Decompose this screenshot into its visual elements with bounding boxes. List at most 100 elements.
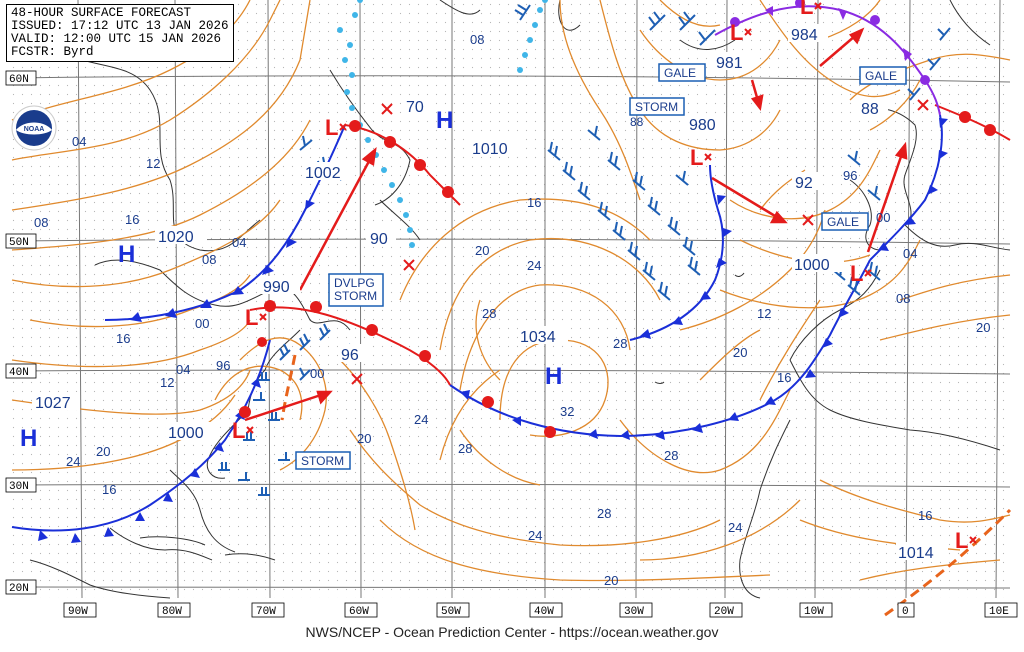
forecast-header: 48-HOUR SURFACE FORECAST ISSUED: 17:12 U… (6, 4, 234, 62)
isobar-label: 24 (414, 412, 428, 427)
center-value-1000-west: 1000 (168, 425, 204, 442)
isobar-label: 04 (232, 235, 246, 250)
isobar-label: 16 (777, 370, 791, 385)
isobar-label: 96 (216, 358, 230, 373)
lat-label: 20N (9, 583, 29, 595)
warning-gale-north: GALE (664, 66, 696, 80)
isobar-label: 12 (160, 375, 174, 390)
center-value-1027: 1027 (35, 395, 71, 412)
isobar-label: 00 (876, 210, 890, 225)
pressure-center-values: 1020 1027 1034 70 1002 990 1000 980 981 … (32, 24, 948, 562)
isobar-label: 32 (560, 404, 574, 419)
center-value-88: 88 (861, 101, 879, 118)
isobar-label: 12 (757, 306, 771, 321)
isobar-label: 16 (102, 482, 116, 497)
center-value-1002: 1002 (305, 165, 341, 182)
latitude-labels: 60N 50N 40N 30N 20N (5, 70, 37, 595)
center-value-984: 984 (791, 27, 818, 44)
isobar-label: 00 (195, 316, 209, 331)
lon-label: 10E (989, 606, 1009, 618)
lon-label: 10W (804, 606, 824, 618)
center-value-1000-east: 1000 (794, 257, 830, 274)
svg-text:H: H (436, 107, 453, 134)
isobar-label: 16 (116, 331, 130, 346)
isobar-label: 16 (527, 195, 541, 210)
svg-text:L: L (325, 115, 338, 140)
isobar-label: 12 (146, 156, 160, 171)
ice-edge (337, 0, 548, 248)
center-value-1014: 1014 (898, 545, 934, 562)
isobar-label: 20 (357, 431, 371, 446)
isobar-label: 90 (370, 231, 388, 248)
isobar-label: 04 (72, 134, 86, 149)
warning-storm-south: STORM (301, 454, 344, 468)
lon-label: 60W (349, 606, 369, 618)
lon-label: 70W (256, 606, 276, 618)
lon-label: 90W (68, 606, 88, 618)
warm-fronts (239, 104, 1011, 438)
header-title: 48-HOUR SURFACE FORECAST (11, 6, 192, 20)
pressure-center-symbols: H H H H L L L L L L L L (20, 0, 977, 553)
isobar-label: 08 (896, 291, 910, 306)
isobar-label: 20 (976, 320, 990, 335)
isobar-label: 1010 (472, 141, 508, 158)
isobar-label: 08 (34, 215, 48, 230)
isobar-label: 16 (125, 212, 139, 227)
occluded-front (714, 0, 941, 116)
isobar-label: 96 (843, 168, 857, 183)
lon-label: 30W (624, 606, 644, 618)
isobar-label: 88 (630, 115, 644, 129)
svg-text:L: L (730, 20, 743, 45)
center-value-990: 990 (263, 279, 290, 296)
isobar-label: 28 (664, 448, 678, 463)
lon-label: 0 (902, 606, 909, 618)
isobar-label: 20 (475, 243, 489, 258)
lon-label: 80W (162, 606, 182, 618)
isobar-label: 28 (482, 306, 496, 321)
background-grid-dots (12, 0, 1010, 598)
svg-text:H: H (545, 363, 562, 390)
isobar-label: 20 (96, 444, 110, 459)
center-value-70: 70 (406, 99, 424, 116)
lat-label: 60N (9, 74, 29, 86)
troughs (280, 354, 1012, 617)
footer-credit: NWS/NCEP - Ocean Prediction Center - htt… (305, 624, 719, 640)
wind-barbs (218, 4, 951, 496)
lon-label: 50W (441, 606, 461, 618)
warning-developing-storm: DVLPG STORM (334, 276, 377, 303)
center-value-1020: 1020 (158, 229, 194, 246)
header-valid: VALID: 12:00 UTC 15 JAN 2026 (11, 32, 222, 46)
lon-label: 40W (534, 606, 554, 618)
storm-tracks (244, 27, 908, 422)
isobar-label: 20 (733, 345, 747, 360)
lat-label: 40N (9, 367, 29, 379)
isobar-label: 24 (66, 454, 80, 469)
svg-text:L: L (245, 305, 258, 330)
lat-label: 30N (9, 481, 29, 493)
svg-text:L: L (690, 145, 703, 170)
longitude-labels: 90W 80W 70W 60W 50W 40W 30W 20W 10W 0 10… (63, 602, 1018, 618)
warning-gale-east: GALE (827, 215, 859, 229)
svg-text:H: H (118, 241, 135, 268)
isobar-label: 04 (903, 246, 917, 261)
svg-text:L: L (800, 0, 813, 19)
isobar-label: 28 (597, 506, 611, 521)
center-value-980: 980 (689, 117, 716, 134)
svg-text:L: L (955, 528, 968, 553)
isobar-label: 16 (918, 508, 932, 523)
center-value-981: 981 (716, 55, 743, 72)
header-forecaster: FCSTR: Byrd (11, 45, 94, 59)
isobar-label: 24 (528, 528, 542, 543)
isobar-label: 28 (458, 441, 472, 456)
isobar-label: 08 (202, 252, 216, 267)
isobar-label: 04 (176, 362, 190, 377)
isobar-label: 28 (613, 336, 627, 351)
warning-storm-central: STORM (635, 100, 678, 114)
header-issued: ISSUED: 17:12 UTC 13 JAN 2026 (11, 19, 229, 33)
isobar-values: 08 04 12 16 08 04 00 16 96 12 04 20 24 1… (34, 32, 990, 588)
isobar-label: 00 (310, 366, 324, 381)
noaa-logo-text: NOAA (24, 126, 45, 133)
svg-text:L: L (232, 418, 245, 443)
svg-text:H: H (20, 425, 37, 452)
